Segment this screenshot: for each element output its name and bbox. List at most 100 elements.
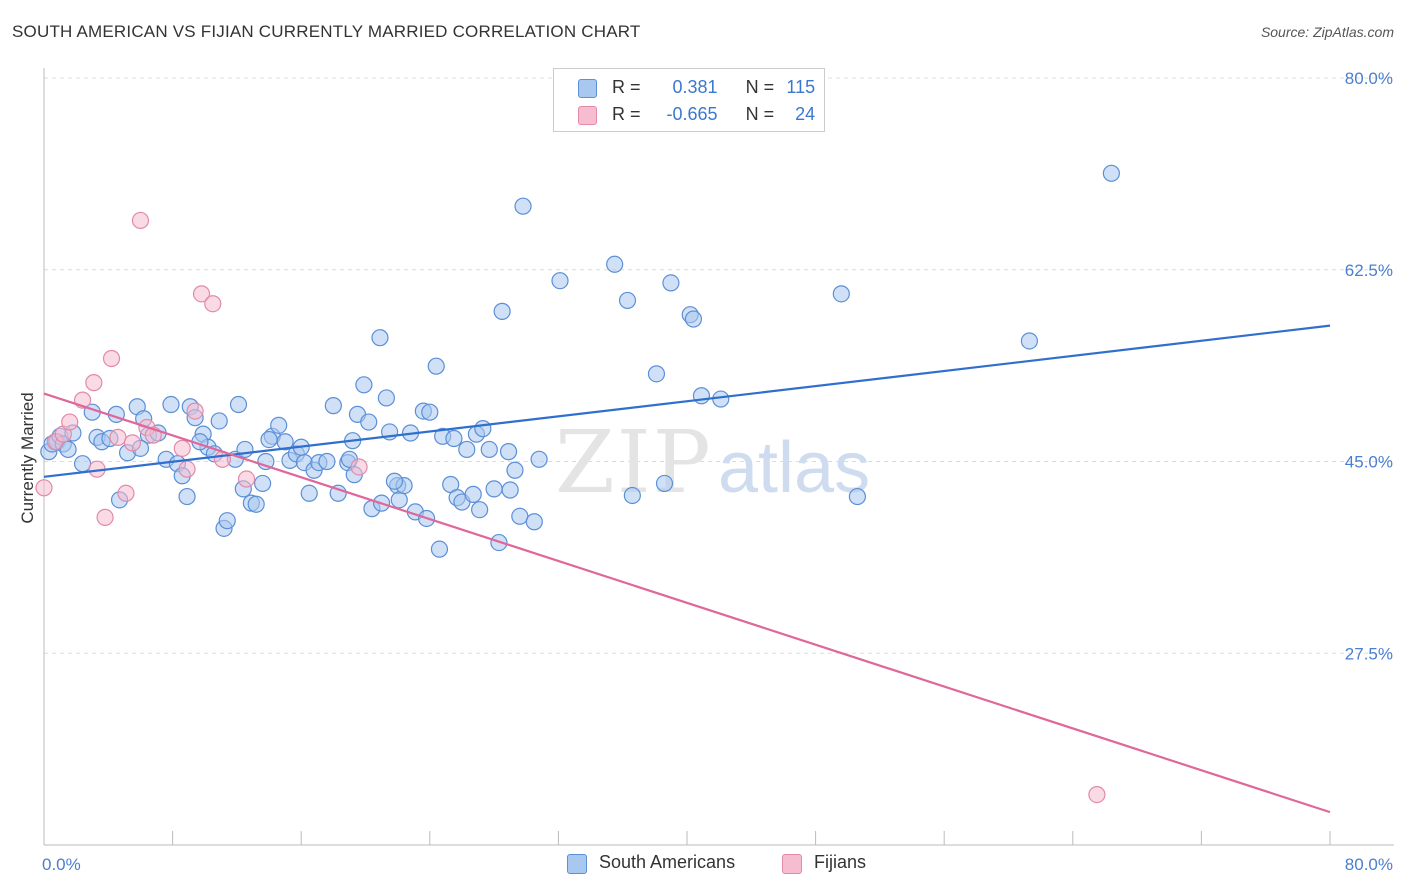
- fijians-point: [350, 458, 368, 476]
- legend-n-value: 24: [795, 104, 816, 124]
- legend-n-value: 115: [786, 77, 816, 97]
- fijians-point: [1088, 785, 1106, 804]
- y-tick-labels: 27.5% 45.0% 62.5% 80.0%: [1345, 69, 1393, 663]
- south-americans-point: [260, 430, 278, 449]
- south-americans-point: [377, 389, 395, 407]
- south-americans-point: [480, 440, 498, 459]
- south-americans-point: [458, 440, 476, 459]
- south-americans-point: [832, 285, 850, 303]
- south-americans-point: [73, 455, 92, 473]
- south-americans-point: [474, 420, 492, 438]
- stats-legend: R = 0.381 N = 115 R = -0.665 N = 24: [553, 68, 825, 132]
- south-americans-point: [501, 481, 519, 499]
- south-americans-point: [421, 403, 439, 421]
- south-americans-point: [692, 387, 711, 405]
- south-americans-point: [329, 484, 347, 502]
- south-americans-point: [430, 540, 449, 558]
- south-americans-point: [499, 443, 518, 461]
- south-americans-point: [655, 474, 674, 493]
- south-americans-point: [254, 474, 272, 493]
- south-americans-point: [1020, 332, 1038, 350]
- legend-r-value: -0.665: [666, 104, 718, 124]
- south-americans-point: [427, 357, 445, 375]
- fijians-point: [109, 428, 127, 446]
- south-americans-point: [1102, 164, 1120, 182]
- fijians-point: [237, 470, 256, 488]
- y-tick-label: 80.0%: [1345, 69, 1393, 88]
- south-americans-point: [300, 484, 318, 502]
- south-americans-point: [551, 272, 569, 290]
- legend-text: R = -0.665 N = 24: [612, 104, 815, 125]
- south-americans-point: [324, 397, 342, 415]
- bottom-legend-label: Fijians: [814, 852, 867, 872]
- fijians-point: [61, 413, 79, 431]
- south-americans-point: [471, 501, 489, 519]
- south-americans-point: [385, 472, 404, 490]
- legend-text: R = 0.381 N = 115: [612, 77, 815, 98]
- fijians-trend-line: [43, 392, 1331, 814]
- fijians-point: [173, 439, 191, 457]
- south-americans-point: [218, 512, 236, 530]
- x-tick-labels: 0.0% 80.0%: [42, 855, 1393, 874]
- legend-r-label: R =: [612, 104, 641, 124]
- south-americans-point: [712, 390, 730, 408]
- bottom-legend-swatch-blue: [567, 854, 587, 874]
- fijians-point: [192, 285, 211, 303]
- south-americans-point: [485, 480, 503, 498]
- south-americans-point: [647, 365, 666, 383]
- south-americans-point: [270, 416, 288, 434]
- fijians-point: [178, 460, 196, 478]
- y-tick-label: 62.5%: [1345, 261, 1393, 280]
- south-americans-point: [360, 413, 378, 431]
- south-americans-point: [59, 440, 77, 459]
- watermark-atlas: atlas: [718, 428, 870, 508]
- south-americans-point: [606, 255, 624, 273]
- south-americans-point: [514, 197, 532, 215]
- fijians-point: [85, 374, 103, 392]
- x-tick-label: 80.0%: [1345, 855, 1393, 874]
- south-americans-point: [371, 329, 389, 347]
- fijians-point: [186, 402, 204, 420]
- south-americans-point: [530, 450, 548, 468]
- south-americans-point: [493, 302, 511, 320]
- data-points: [35, 164, 1120, 804]
- legend-r-value: 0.381: [672, 77, 718, 97]
- fijians-point: [131, 211, 150, 230]
- y-tick-label: 27.5%: [1345, 644, 1393, 663]
- y-tick-label: 45.0%: [1345, 453, 1393, 472]
- south-americans-point: [511, 507, 529, 525]
- legend-row-south-americans: R = 0.381 N = 115: [554, 75, 824, 101]
- trend-lines: [43, 324, 1331, 814]
- fijians-point: [102, 349, 121, 368]
- south-americans-point: [210, 412, 228, 430]
- fijians-point: [123, 434, 142, 452]
- south-americans-point: [445, 429, 463, 448]
- legend-swatch-pink: [578, 106, 597, 125]
- south-americans-point: [229, 395, 248, 414]
- fijians-point: [96, 508, 114, 526]
- watermark: ZIP atlas: [555, 413, 870, 513]
- south-americans-point: [236, 440, 254, 459]
- south-americans-point: [684, 310, 703, 328]
- south-americans-point: [390, 491, 408, 509]
- y-axis-label: Currently Married: [18, 392, 37, 523]
- south-americans-point: [618, 291, 637, 310]
- chart-title: SOUTH AMERICAN VS FIJIAN CURRENTLY MARRI…: [12, 22, 641, 41]
- fijians-point: [35, 479, 53, 497]
- south-americans-point: [355, 376, 373, 394]
- south-americans-point: [178, 487, 196, 506]
- south-americans-point: [525, 513, 543, 531]
- south-americans-trend-line: [43, 324, 1331, 478]
- legend-n-label: N =: [745, 104, 775, 124]
- legend-row-fijians: R = -0.665 N = 24: [554, 102, 824, 128]
- south-americans-point: [247, 495, 265, 513]
- legend-r-label: R =: [612, 77, 641, 97]
- south-americans-point: [318, 452, 336, 471]
- south-americans-point: [662, 274, 680, 292]
- legend-n-label: N =: [745, 77, 775, 97]
- south-americans-point: [506, 461, 524, 479]
- south-americans-point: [623, 486, 641, 505]
- bottom-legend-swatch-pink: [782, 854, 802, 874]
- south-americans-point: [464, 485, 482, 503]
